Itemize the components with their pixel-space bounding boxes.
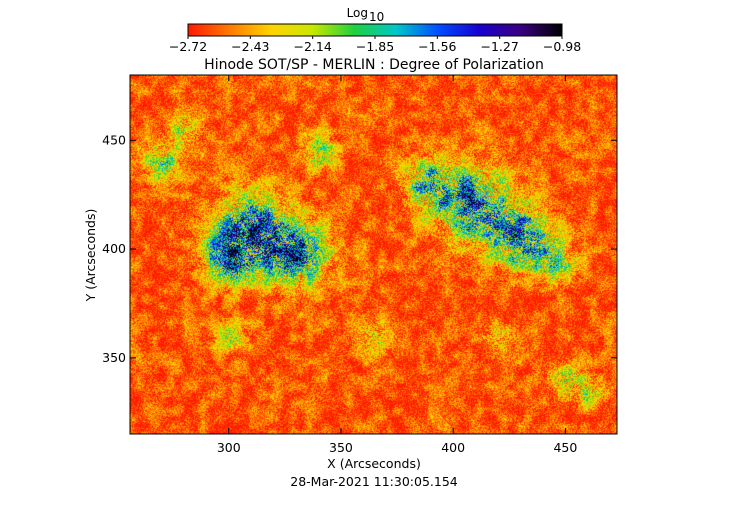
x-tick-label: 300 bbox=[217, 440, 241, 455]
colorbar-tick-label: −2.72 bbox=[169, 39, 207, 54]
y-tick-label: 400 bbox=[102, 241, 126, 256]
colorbar-ticks: −2.72 −2.43 −2.14 −1.85 −1.56 −1.27 −0.98 bbox=[169, 36, 581, 54]
colorbar-tick-label: −0.98 bbox=[543, 39, 581, 54]
colorbar-tick-label: −1.56 bbox=[418, 39, 456, 54]
colorbar-label: Log bbox=[347, 6, 368, 20]
colorbar-tick-label: −1.85 bbox=[356, 39, 394, 54]
x-tick-label: 400 bbox=[441, 440, 465, 455]
colorbar bbox=[187, 23, 563, 37]
heatmap-raster bbox=[130, 75, 617, 434]
x-tick-label: 350 bbox=[329, 440, 353, 455]
y-tick-label: 450 bbox=[102, 132, 126, 147]
heatmap-image bbox=[130, 75, 617, 434]
colorbar-tick-label: −1.27 bbox=[481, 39, 519, 54]
x-tick-label: 450 bbox=[553, 440, 577, 455]
y-axis-label: Y (Arcseconds) bbox=[83, 209, 98, 303]
y-tick-label: 350 bbox=[102, 350, 126, 365]
chart-title: Hinode SOT/SP - MERLIN : Degree of Polar… bbox=[204, 57, 544, 73]
x-axis-ticks: 300 350 400 450 bbox=[217, 75, 577, 455]
x-axis-label: X (Arcseconds) bbox=[327, 456, 421, 471]
colorbar-tick-label: −2.43 bbox=[231, 39, 269, 54]
colorbar-tick-label: −2.14 bbox=[294, 39, 332, 54]
y-axis-ticks: 350 400 450 bbox=[102, 132, 617, 365]
timestamp: 28-Mar-2021 11:30:05.154 bbox=[290, 474, 458, 489]
plot-frame bbox=[129, 74, 618, 435]
colorbar-label-subscript: 10 bbox=[369, 10, 384, 24]
